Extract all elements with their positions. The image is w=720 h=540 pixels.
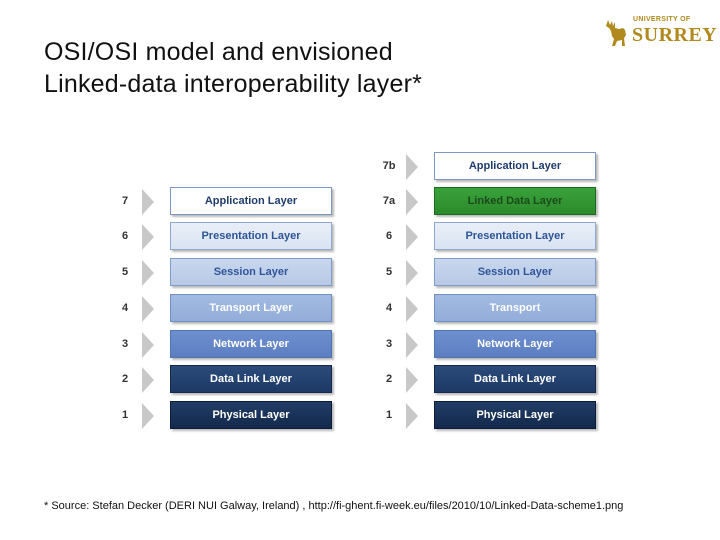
osi-model-stack: 7 Application Layer 6 Presentation Layer… — [116, 187, 346, 437]
layer-number: 6 — [121, 230, 129, 242]
chevron-right-icon — [142, 296, 154, 322]
layer-number: 1 — [121, 409, 129, 421]
chevron-right-icon — [406, 296, 418, 322]
chevron-right-icon — [142, 403, 154, 429]
slide-title: OSI/OSI model and envisioned Linked-data… — [44, 36, 422, 100]
layer-number: 7 — [121, 195, 129, 207]
presentation-layer-box: Presentation Layer — [434, 222, 596, 250]
layer-number: 6 — [385, 230, 393, 242]
chevron-right-icon — [142, 367, 154, 393]
logo-university-of: UNIVERSITY OF — [633, 16, 691, 23]
chevron-right-icon — [142, 189, 154, 215]
layer-number: 2 — [121, 373, 129, 385]
layer-number: 4 — [385, 302, 393, 314]
layer-number: 7a — [382, 195, 396, 207]
transport-layer-box: Transport Layer — [170, 294, 332, 322]
logo-surrey: SURREY — [632, 24, 718, 46]
network-layer-box: Network Layer — [434, 330, 596, 358]
layer-number: 5 — [121, 266, 129, 278]
chevron-right-icon — [406, 260, 418, 286]
transport-layer-box: Transport — [434, 294, 596, 322]
session-layer-box: Session Layer — [434, 258, 596, 286]
layer-number: 3 — [385, 338, 393, 350]
chevron-right-icon — [406, 367, 418, 393]
chevron-right-icon — [406, 154, 418, 180]
data-link-layer-box: Data Link Layer — [434, 365, 596, 393]
presentation-layer-box: Presentation Layer — [170, 222, 332, 250]
chevron-right-icon — [406, 332, 418, 358]
layer-number: 7b — [382, 160, 396, 172]
chevron-right-icon — [142, 332, 154, 358]
source-citation: * Source: Stefan Decker (DERI NUI Galway… — [44, 500, 624, 512]
slide-title-line-1: OSI/OSI model and envisioned — [44, 38, 393, 66]
chevron-right-icon — [406, 189, 418, 215]
stag-icon — [606, 20, 626, 46]
layer-number: 4 — [121, 302, 129, 314]
chevron-right-icon — [406, 224, 418, 250]
linked-data-model-stack: 7b Application Layer 7a Linked Data Laye… — [380, 152, 610, 437]
data-link-layer-box: Data Link Layer — [170, 365, 332, 393]
chevron-right-icon — [406, 403, 418, 429]
session-layer-box: Session Layer — [170, 258, 332, 286]
chevron-right-icon — [142, 224, 154, 250]
application-layer-box: Application Layer — [434, 152, 596, 180]
layer-number: 1 — [385, 409, 393, 421]
physical-layer-box: Physical Layer — [434, 401, 596, 429]
layer-number: 2 — [385, 373, 393, 385]
layer-number: 5 — [385, 266, 393, 278]
network-layer-box: Network Layer — [170, 330, 332, 358]
chevron-right-icon — [142, 260, 154, 286]
linked-data-layer-box: Linked Data Layer — [434, 187, 596, 215]
university-logo: UNIVERSITY OF SURREY — [603, 16, 717, 50]
layer-number: 3 — [121, 338, 129, 350]
application-layer-box: Application Layer — [170, 187, 332, 215]
physical-layer-box: Physical Layer — [170, 401, 332, 429]
slide-title-line-2: Linked-data interoperability layer* — [44, 70, 423, 98]
